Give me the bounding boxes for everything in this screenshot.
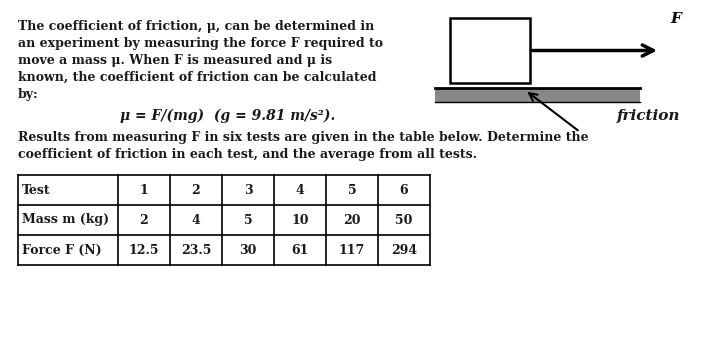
Text: 30: 30	[239, 244, 257, 257]
Text: 6: 6	[400, 183, 408, 196]
Text: 4: 4	[296, 183, 305, 196]
Text: Test: Test	[22, 183, 50, 196]
Text: 2: 2	[140, 214, 148, 226]
Text: 117: 117	[339, 244, 365, 257]
Text: 5: 5	[243, 214, 252, 226]
Text: 61: 61	[292, 244, 309, 257]
Text: The coefficient of friction, μ, can be determined in: The coefficient of friction, μ, can be d…	[18, 20, 374, 33]
Text: known, the coefficient of friction can be calculated: known, the coefficient of friction can b…	[18, 71, 377, 84]
Text: Force F (N): Force F (N)	[22, 244, 102, 257]
Text: Mass m (kg): Mass m (kg)	[22, 214, 109, 226]
Text: 5: 5	[348, 183, 356, 196]
Text: 20: 20	[343, 214, 361, 226]
Text: 10: 10	[292, 214, 309, 226]
Bar	[435, 88, 640, 102]
Text: μ = F/(mg)  (g = 9.81 m/s²).: μ = F/(mg) (g = 9.81 m/s²).	[120, 109, 336, 124]
Text: friction: friction	[616, 109, 680, 123]
Text: 294: 294	[391, 244, 417, 257]
Text: m: m	[482, 44, 498, 57]
Text: F: F	[670, 12, 681, 26]
Text: 23.5: 23.5	[181, 244, 211, 257]
Text: move a mass μ. When F is measured and μ is: move a mass μ. When F is measured and μ …	[18, 54, 332, 67]
Text: 2: 2	[192, 183, 200, 196]
Bar	[450, 18, 530, 83]
Text: 50: 50	[395, 214, 413, 226]
Text: 12.5: 12.5	[129, 244, 159, 257]
Text: Results from measuring F in six tests are given in the table below. Determine th: Results from measuring F in six tests ar…	[18, 131, 589, 144]
Text: 1: 1	[140, 183, 148, 196]
Text: 4: 4	[192, 214, 200, 226]
Text: by:: by:	[18, 88, 39, 101]
Text: an experiment by measuring the force F required to: an experiment by measuring the force F r…	[18, 37, 383, 50]
Text: coefficient of friction in each test, and the average from all tests.: coefficient of friction in each test, an…	[18, 148, 477, 161]
Text: 3: 3	[243, 183, 252, 196]
